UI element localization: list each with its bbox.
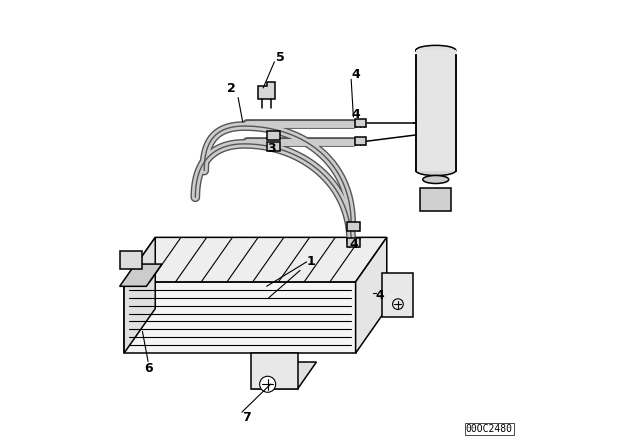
Ellipse shape <box>423 202 449 210</box>
Text: 00OC2480: 00OC2480 <box>466 424 513 434</box>
Polygon shape <box>252 362 316 389</box>
Polygon shape <box>258 82 275 99</box>
Bar <box>267 142 280 151</box>
Polygon shape <box>124 282 356 353</box>
Text: 1: 1 <box>307 255 316 268</box>
Polygon shape <box>124 237 156 353</box>
Polygon shape <box>252 353 298 389</box>
Ellipse shape <box>423 189 449 197</box>
Polygon shape <box>356 237 387 353</box>
Text: 7: 7 <box>242 411 251 424</box>
Bar <box>420 188 451 211</box>
Polygon shape <box>124 237 387 282</box>
Text: 4: 4 <box>351 69 360 82</box>
Text: 6: 6 <box>144 362 153 375</box>
Bar <box>347 222 360 231</box>
Ellipse shape <box>416 166 456 176</box>
Text: 5: 5 <box>276 51 284 64</box>
Bar <box>416 50 456 171</box>
Text: 4: 4 <box>349 237 358 250</box>
Circle shape <box>260 376 276 392</box>
Polygon shape <box>120 264 162 286</box>
Text: 2: 2 <box>227 82 236 95</box>
Bar <box>267 131 280 140</box>
Bar <box>347 238 360 247</box>
Text: 4: 4 <box>376 289 385 302</box>
Bar <box>355 137 365 145</box>
Text: 3: 3 <box>267 142 275 155</box>
Ellipse shape <box>423 176 449 184</box>
Text: 4: 4 <box>351 108 360 121</box>
Bar <box>355 119 365 127</box>
FancyBboxPatch shape <box>120 251 142 268</box>
Polygon shape <box>382 273 413 318</box>
Ellipse shape <box>416 45 456 56</box>
